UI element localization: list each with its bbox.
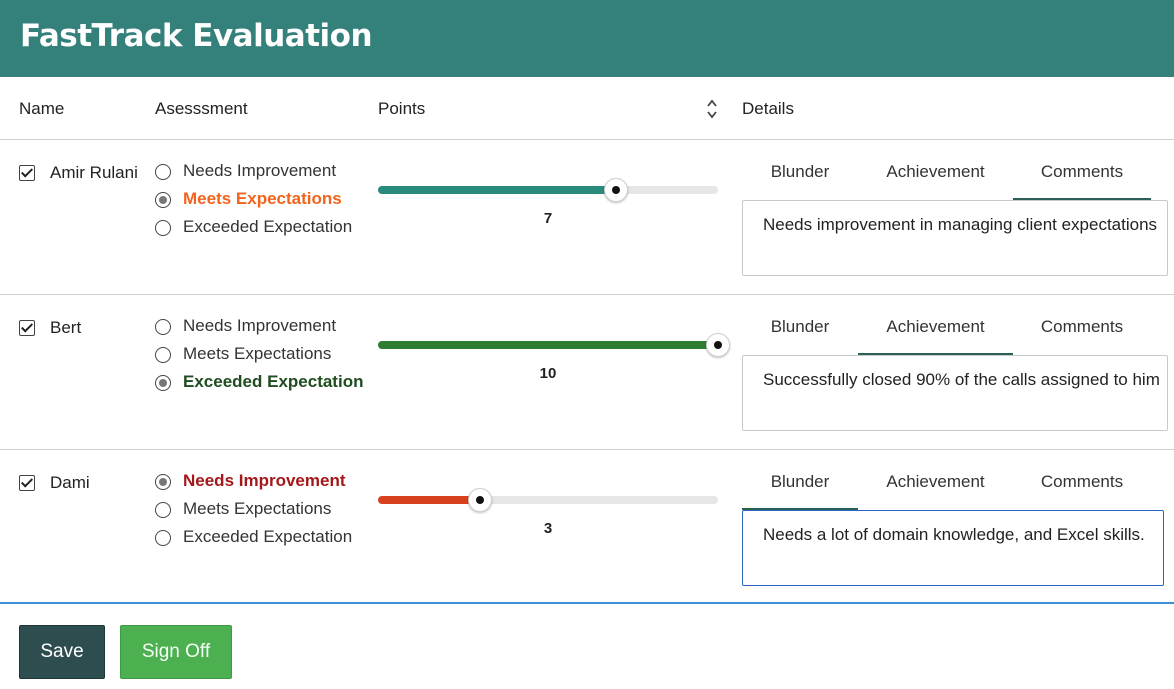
radio-button[interactable] — [155, 375, 171, 391]
radio-button[interactable] — [155, 220, 171, 236]
table-row: Amir Rulani Needs Improvement Meets Expe… — [0, 141, 1174, 296]
assessment-option-label: Needs Improvement — [183, 316, 337, 335]
radio-button[interactable] — [155, 530, 171, 546]
points-slider[interactable] — [378, 178, 718, 202]
tab-comments[interactable]: Comments — [1013, 162, 1151, 200]
tab-achievement[interactable]: Achievement — [886, 162, 985, 181]
radio-button[interactable] — [155, 164, 171, 180]
slider-thumb[interactable] — [604, 178, 628, 202]
slider-fill — [378, 496, 480, 504]
app-title: FastTrack Evaluation — [20, 18, 373, 54]
points-slider[interactable] — [378, 488, 718, 512]
points-value: 7 — [543, 210, 553, 227]
column-header-details: Details — [742, 99, 794, 118]
table-row: Dami Needs Improvement Meets Expectation… — [0, 451, 1174, 606]
slider-fill — [378, 341, 718, 349]
radio-button[interactable] — [155, 502, 171, 518]
column-header-points[interactable]: Points — [378, 99, 426, 118]
radio-button[interactable] — [155, 474, 171, 490]
assessment-option-label: Exceeded Expectation — [183, 527, 353, 546]
comment-textarea[interactable]: Needs improvement in managing client exp… — [742, 200, 1168, 276]
save-button[interactable]: Save — [19, 625, 105, 679]
tab-blunder[interactable]: Blunder — [770, 317, 830, 336]
assessment-option-label: Needs Improvement — [183, 471, 346, 490]
app-header: FastTrack Evaluation — [0, 0, 1174, 77]
radio-button[interactable] — [155, 319, 171, 335]
employee-name: Dami — [50, 473, 90, 492]
employee-name: Bert — [50, 318, 82, 337]
comment-textarea[interactable]: Needs a lot of domain knowledge, and Exc… — [742, 510, 1164, 586]
table-bottom-border — [0, 602, 1174, 604]
slider-track[interactable] — [378, 496, 718, 504]
assessment-option-label: Exceeded Expectation — [183, 217, 353, 236]
assessment-option-label: Meets Expectations — [183, 344, 332, 363]
radio-button[interactable] — [155, 192, 171, 208]
assessment-option-label: Exceeded Expectation — [183, 372, 364, 391]
row-checkbox[interactable] — [19, 320, 35, 336]
points-value: 10 — [539, 365, 557, 382]
tab-comments[interactable]: Comments — [1040, 317, 1124, 336]
tab-achievement[interactable]: Achievement — [886, 472, 985, 491]
comment-textarea[interactable]: Successfully closed 90% of the calls ass… — [742, 355, 1168, 431]
points-value: 3 — [543, 520, 553, 537]
table-row: Bert Needs Improvement Meets Expectation… — [0, 296, 1174, 451]
slider-thumb[interactable] — [706, 333, 730, 357]
header-divider — [0, 139, 1174, 140]
row-checkbox[interactable] — [19, 165, 35, 181]
points-slider[interactable] — [378, 333, 730, 357]
assessment-option-label: Meets Expectations — [183, 499, 332, 518]
column-header-assessment: Asesssment — [155, 99, 248, 118]
row-divider — [0, 449, 1174, 450]
radio-button[interactable] — [155, 347, 171, 363]
column-header-name: Name — [19, 99, 65, 118]
sort-icon[interactable] — [705, 98, 719, 120]
slider-thumb[interactable] — [468, 488, 492, 512]
tab-blunder[interactable]: Blunder — [770, 162, 830, 181]
assessment-option-label: Meets Expectations — [183, 189, 342, 208]
assessment-option-label: Needs Improvement — [183, 161, 337, 180]
tab-achievement[interactable]: Achievement — [858, 317, 1013, 355]
sign-off-button[interactable]: Sign Off — [120, 625, 232, 679]
row-divider — [0, 294, 1174, 295]
employee-name: Amir Rulani — [50, 163, 138, 182]
tab-blunder[interactable]: Blunder — [742, 472, 858, 510]
tab-comments[interactable]: Comments — [1040, 472, 1124, 491]
row-checkbox[interactable] — [19, 475, 35, 491]
slider-fill — [378, 186, 616, 194]
